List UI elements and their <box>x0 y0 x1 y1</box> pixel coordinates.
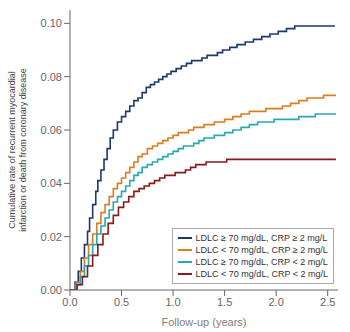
html-text:LDLC < 70 mg/dL, CRP < 2 mg/L: LDLC < 70 mg/dL, CRP < 2 mg/L <box>195 269 328 279</box>
svg-text:0.00: 0.00 <box>41 284 62 296</box>
svg-text:0.06: 0.06 <box>41 124 62 136</box>
html-text:LDLC ≥ 70 mg/dL, CRP ≥ 2 mg/L: LDLC ≥ 70 mg/dL, CRP ≥ 2 mg/L <box>195 233 328 243</box>
svg-text:0.5: 0.5 <box>114 296 129 308</box>
svg-text:1.0: 1.0 <box>165 296 180 308</box>
svg-text:0.02: 0.02 <box>41 231 62 243</box>
svg-text:2.0: 2.0 <box>269 296 284 308</box>
svg-text:0.0: 0.0 <box>62 296 77 308</box>
svg-text:Cumulative rate of recurrent m: Cumulative rate of recurrent myocardiali… <box>8 68 28 232</box>
svg-text:Follow-up (years): Follow-up (years) <box>162 316 247 328</box>
svg-text:2.5: 2.5 <box>320 296 335 308</box>
svg-text:0.04: 0.04 <box>41 177 62 189</box>
svg-text:0.08: 0.08 <box>41 71 62 83</box>
html-text:LDLC < 70 mg/dL, CRP ≥ 2 mg/L: LDLC < 70 mg/dL, CRP ≥ 2 mg/L <box>195 245 328 255</box>
html-text:LDLC ≥ 70 mg/dL, CRP < 2 mg/L: LDLC ≥ 70 mg/dL, CRP < 2 mg/L <box>195 257 328 267</box>
svg-text:0.10: 0.10 <box>41 17 62 29</box>
svg-text:1.5: 1.5 <box>217 296 232 308</box>
